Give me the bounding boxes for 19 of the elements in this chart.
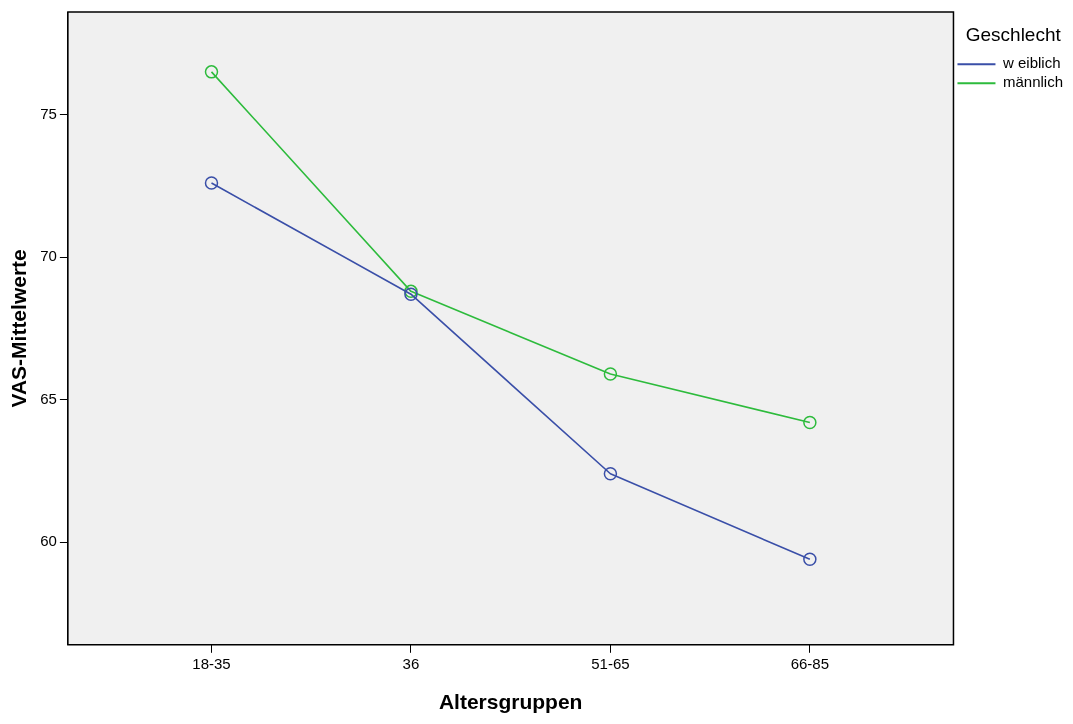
legend-title: Geschlecht [965, 23, 1062, 45]
x-tick-label: 51-65 [591, 654, 630, 672]
x-tick-label: 36 [402, 654, 420, 672]
y-tick-label: 75 [40, 104, 57, 122]
legend-label: männlich [1002, 73, 1063, 91]
point [603, 467, 618, 481]
y-tick-label: 70 [40, 247, 57, 265]
x-tick-label: 66-85 [790, 654, 830, 672]
y-axis-title: VAS-Mittelwerte [7, 249, 31, 408]
y-tick-label: 65 [40, 389, 57, 407]
point [204, 176, 219, 190]
point [803, 552, 817, 567]
point [603, 367, 618, 381]
y-tick-label: 60 [40, 532, 57, 550]
point [803, 415, 817, 430]
x-tick-label: 18-35 [192, 654, 231, 672]
point [204, 65, 219, 79]
x-axis-title: Altersgruppen [438, 690, 583, 714]
legend-label: w eiblich [1001, 54, 1061, 72]
